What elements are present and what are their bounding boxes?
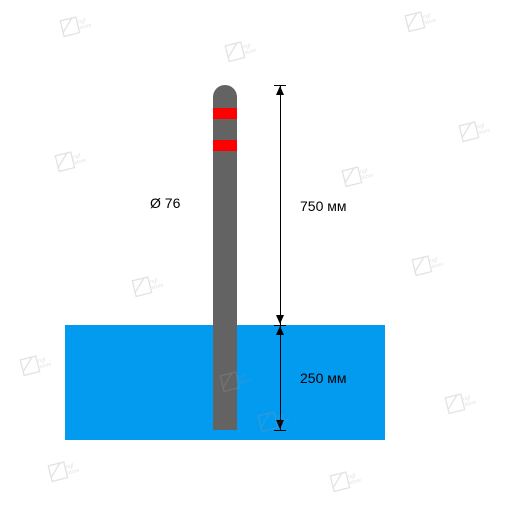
- watermark-logo: ngfstore: [340, 161, 378, 191]
- svg-text:store: store: [67, 468, 80, 477]
- diameter-label: Ø 76: [150, 195, 180, 211]
- svg-text:store: store: [478, 128, 491, 137]
- watermark-logo: ngfstore: [58, 11, 96, 41]
- dim-label-lower: 250 мм: [300, 370, 347, 386]
- dim-arrow-lower-top: [276, 326, 284, 335]
- svg-text:store: store: [431, 262, 444, 271]
- svg-text:ngf: ngf: [149, 278, 158, 286]
- svg-text:ngf: ngf: [72, 153, 81, 161]
- svg-text:ngf: ngf: [242, 43, 251, 51]
- svg-text:store: store: [79, 23, 92, 32]
- svg-text:ngf: ngf: [462, 395, 471, 403]
- svg-text:store: store: [361, 173, 374, 182]
- bollard-post: [213, 85, 237, 430]
- svg-text:store: store: [244, 48, 257, 57]
- svg-text:ngf: ngf: [422, 13, 431, 21]
- dim-label-upper: 750 мм: [300, 198, 347, 214]
- svg-text:ngf: ngf: [37, 357, 46, 365]
- dim-cap-lower-bottom: [274, 430, 286, 431]
- svg-text:ngf: ngf: [429, 257, 438, 265]
- svg-text:store: store: [39, 362, 52, 371]
- svg-text:store: store: [424, 18, 437, 27]
- watermark-logo: ngfstore: [223, 36, 261, 66]
- bollard-stripe-1: [213, 108, 237, 119]
- svg-text:ngf: ngf: [476, 123, 485, 131]
- svg-text:store: store: [74, 158, 87, 167]
- svg-text:ngf: ngf: [359, 168, 368, 176]
- svg-text:store: store: [151, 283, 164, 292]
- dim-line-lower: [280, 325, 281, 430]
- dim-line-upper: [280, 85, 281, 325]
- dim-arrow-lower-bottom: [276, 420, 284, 429]
- watermark-logo: ngfstore: [130, 271, 168, 301]
- watermark-logo: ngfstore: [46, 456, 84, 486]
- watermark-logo: ngfstore: [403, 6, 441, 36]
- dim-arrow-upper-bottom: [276, 315, 284, 324]
- svg-text:store: store: [349, 478, 362, 487]
- dim-arrow-upper-top: [276, 86, 284, 95]
- watermark-logo: ngfstore: [410, 250, 448, 280]
- svg-text:ngf: ngf: [347, 473, 356, 481]
- watermark-logo: ngfstore: [457, 116, 495, 146]
- watermark-logo: ngfstore: [53, 146, 91, 176]
- watermark-logo: ngfstore: [443, 388, 481, 418]
- svg-text:store: store: [464, 400, 477, 409]
- svg-text:ngf: ngf: [65, 463, 74, 471]
- svg-text:ngf: ngf: [77, 18, 86, 26]
- watermark-logo: ngfstore: [18, 350, 56, 380]
- bollard-stripe-2: [213, 140, 237, 151]
- watermark-logo: ngfstore: [328, 466, 366, 496]
